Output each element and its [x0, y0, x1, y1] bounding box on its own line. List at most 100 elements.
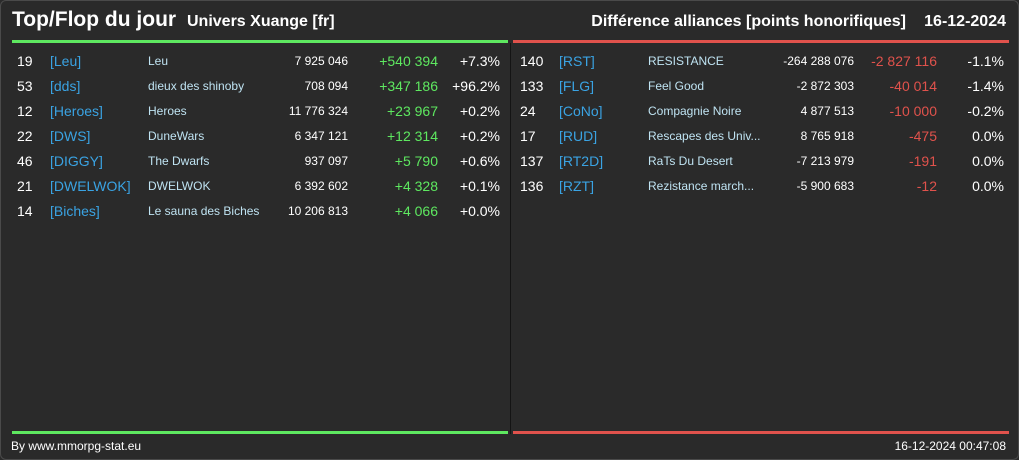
- points-difference: +5 790: [394, 153, 438, 169]
- alliance-name-link[interactable]: Rescapes des Univ...: [648, 129, 761, 143]
- flop-footer-bar: [513, 431, 1009, 434]
- flop-alliance-row: 137 [RT2D] RaTs Du Desert -7 213 979 -191 0.0…: [513, 150, 1009, 175]
- alliance-points: 7 925 046: [294, 54, 348, 68]
- points-difference: -12: [916, 178, 937, 194]
- page-title: Top/Flop du jour: [12, 8, 177, 31]
- alliance-rank: 24: [520, 103, 536, 119]
- alliance-rank: 17: [520, 128, 536, 144]
- footer-timestamp: 16-12-2024 00:47:08: [894, 439, 1006, 453]
- points-difference: -2 827 116: [871, 53, 937, 69]
- flop-alliance-row: 136 [RZT] Rezistance march... -5 900 683 -12…: [513, 175, 1009, 200]
- points-difference: +4 328: [394, 178, 438, 194]
- alliance-name-link[interactable]: Rezistance march...: [648, 179, 755, 193]
- points-difference: +347 186: [379, 78, 438, 94]
- alliance-points: 6 347 121: [294, 129, 348, 143]
- alliance-tag-link[interactable]: [dds]: [50, 78, 81, 94]
- points-difference: +540 394: [379, 53, 438, 69]
- alliance-tag-link[interactable]: [RUD]: [559, 128, 598, 144]
- top-footer-bar: [12, 431, 508, 434]
- alliance-rank: 22: [17, 128, 33, 144]
- alliance-rank: 12: [17, 103, 33, 119]
- alliance-tag-link[interactable]: [DWS]: [50, 128, 91, 144]
- top-alliance-row: 14 [Biches] Le sauna des Biches 10 206 813 +…: [12, 200, 508, 225]
- top-accent-bar: [12, 40, 508, 43]
- credit-link[interactable]: By www.mmorpg-stat.eu: [11, 439, 142, 453]
- points-difference: +4 066: [394, 203, 438, 219]
- alliance-rank: 136: [520, 178, 544, 194]
- percent-change: -0.2%: [967, 103, 1004, 119]
- points-difference: -475: [908, 128, 937, 144]
- alliance-points: 10 206 813: [287, 204, 348, 218]
- alliance-tag-link[interactable]: [FLG]: [559, 78, 595, 94]
- flop-accent-bar: [513, 40, 1009, 43]
- alliance-tag-link[interactable]: [DIGGY]: [50, 153, 103, 169]
- alliance-points: 4 877 513: [800, 104, 854, 118]
- alliance-points: 11 776 324: [288, 104, 348, 118]
- percent-change: +7.3%: [459, 53, 500, 69]
- category-label: Différence alliances [points honorifique…: [591, 13, 906, 30]
- top-alliance-row: 22 [DWS] DuneWars 6 347 121 +12 314 +0.2%: [12, 125, 508, 150]
- alliance-points: 8 765 918: [800, 129, 854, 143]
- points-difference: +12 314: [387, 128, 438, 144]
- points-difference: +23 967: [387, 103, 438, 119]
- flop-alliance-row: 133 [FLG] Feel Good -2 872 303 -40 014 -1.4%: [513, 75, 1009, 100]
- alliance-rank: 140: [520, 53, 544, 69]
- alliance-points: -264 288 076: [783, 54, 854, 68]
- points-difference: -40 014: [889, 78, 937, 94]
- alliance-name-link[interactable]: Feel Good: [648, 79, 705, 93]
- percent-change: -1.4%: [967, 78, 1004, 94]
- alliance-tag-link[interactable]: [Biches]: [50, 203, 100, 219]
- alliance-tag-link[interactable]: [Leu]: [50, 53, 82, 69]
- alliance-name-link[interactable]: dieux des shinoby: [148, 79, 245, 93]
- alliance-name-link[interactable]: RESISTANCE: [648, 54, 724, 68]
- alliance-name-link[interactable]: DuneWars: [148, 129, 205, 143]
- points-difference: -191: [908, 153, 937, 169]
- alliance-tag-link[interactable]: [CoNo]: [559, 103, 603, 119]
- flop-alliances-list: 140 [RST] RESISTANCE -264 288 076 -2 827 116…: [513, 50, 1009, 200]
- top-alliance-row: 19 [Leu] Leu 7 925 046 +540 394 +7.3%: [12, 50, 508, 75]
- alliance-points: -5 900 683: [796, 179, 854, 193]
- alliance-name-link[interactable]: The Dwarfs: [148, 154, 210, 168]
- alliance-name-link[interactable]: Compagnie Noire: [648, 104, 742, 118]
- alliance-name-link[interactable]: Leu: [148, 54, 169, 68]
- alliance-name-link[interactable]: DWELWOK: [148, 179, 211, 193]
- alliance-points: -2 872 303: [796, 79, 854, 93]
- top-alliance-row: 53 [dds] dieux des shinoby 708 094 +347 186 +…: [12, 75, 508, 100]
- alliance-points: 937 097: [304, 154, 348, 168]
- alliance-rank: 14: [17, 203, 33, 219]
- flop-alliance-row: 24 [CoNo] Compagnie Noire 4 877 513 -10 000 -…: [513, 100, 1009, 125]
- flop-alliance-row: 140 [RST] RESISTANCE -264 288 076 -2 827 116…: [513, 50, 1009, 75]
- percent-change: +0.2%: [459, 128, 500, 144]
- alliance-tag-link[interactable]: [RST]: [559, 53, 595, 69]
- percent-change: +0.6%: [459, 153, 500, 169]
- alliance-name-link[interactable]: Heroes: [148, 104, 187, 118]
- alliance-tag-link[interactable]: [Heroes]: [50, 103, 103, 119]
- alliance-points: -7 213 979: [796, 154, 854, 168]
- alliance-tag-link[interactable]: [RZT]: [559, 178, 594, 194]
- percent-change: +96.2%: [452, 78, 500, 94]
- points-difference: -10 000: [889, 103, 937, 119]
- alliance-points: 6 392 602: [294, 179, 348, 193]
- flop-alliance-row: 17 [RUD] Rescapes des Univ... 8 765 918 -475…: [513, 125, 1009, 150]
- top-alliances-list: 19 [Leu] Leu 7 925 046 +540 394 +7.3% 53 [dds] d…: [12, 50, 508, 225]
- top-alliance-row: 12 [Heroes] Heroes 11 776 324 +23 967 +0.2%: [12, 100, 508, 125]
- percent-change: 0.0%: [972, 153, 1004, 169]
- alliance-name-link[interactable]: RaTs Du Desert: [648, 154, 733, 168]
- alliance-rank: 21: [17, 178, 33, 194]
- alliance-tag-link[interactable]: [DWELWOK]: [50, 178, 131, 194]
- alliance-rank: 19: [17, 53, 33, 69]
- alliance-rank: 46: [17, 153, 33, 169]
- universe-label: Univers Xuange [fr]: [187, 13, 335, 30]
- alliance-points: 708 094: [304, 79, 348, 93]
- alliance-rank: 137: [520, 153, 544, 169]
- header-date: 16-12-2024: [924, 13, 1006, 30]
- percent-change: 0.0%: [972, 128, 1004, 144]
- column-divider: [510, 43, 511, 434]
- percent-change: +0.1%: [459, 178, 500, 194]
- alliance-rank: 133: [520, 78, 544, 94]
- top-alliance-row: 46 [DIGGY] The Dwarfs 937 097 +5 790 +0.6%: [12, 150, 508, 175]
- percent-change: 0.0%: [972, 178, 1004, 194]
- alliance-tag-link[interactable]: [RT2D]: [559, 153, 604, 169]
- alliance-name-link[interactable]: Le sauna des Biches: [148, 204, 260, 218]
